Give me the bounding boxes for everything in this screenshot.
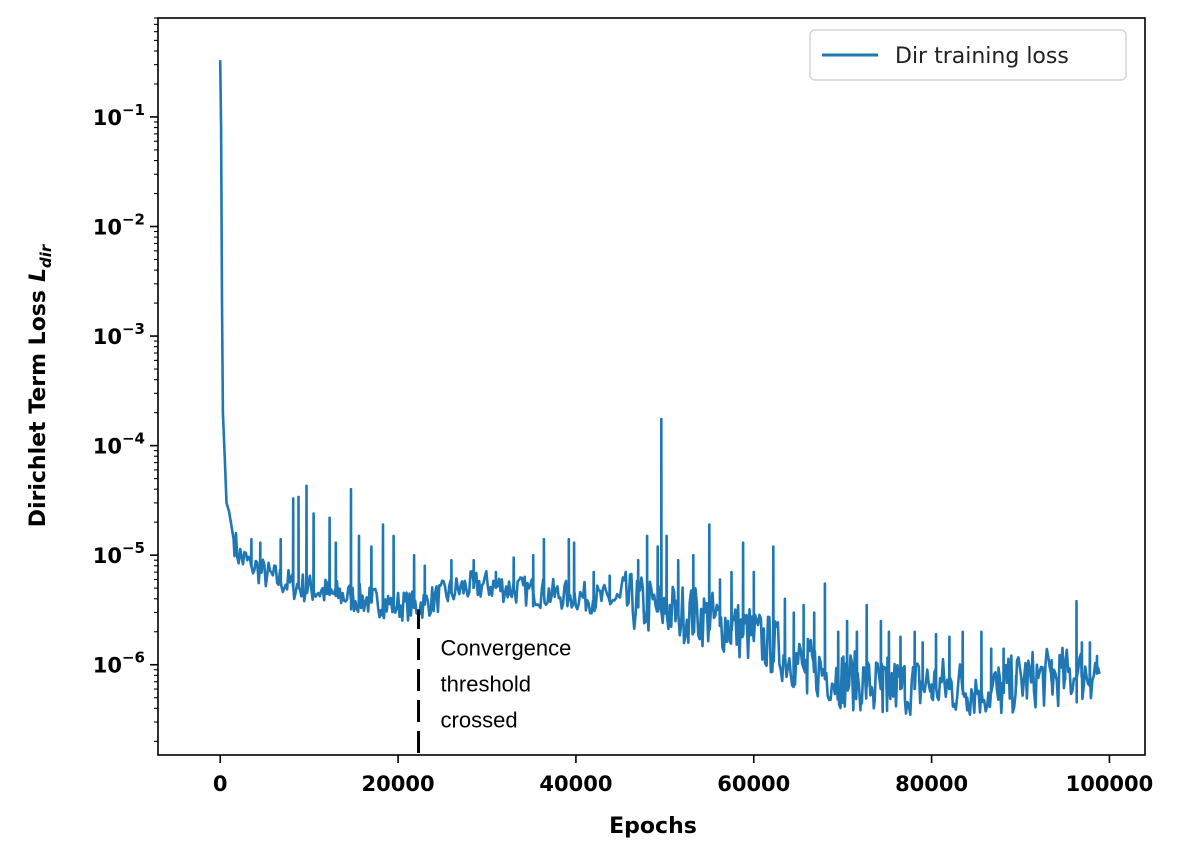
legend-box xyxy=(809,29,1127,81)
x-axis-label: Epochs xyxy=(609,814,697,839)
x-tick-label: 40000 xyxy=(539,772,612,796)
legend: Dir training loss xyxy=(809,29,1127,81)
y-tick-label: 10−5 xyxy=(93,539,145,568)
x-tick-label: 60000 xyxy=(717,772,790,796)
series-layer xyxy=(218,60,1101,716)
y-tick-label: 10−3 xyxy=(93,320,145,349)
y-axis-label-symbol: L xyxy=(26,268,51,282)
x-tick-label: 80000 xyxy=(895,772,968,796)
y-tick-label: 10−6 xyxy=(93,649,145,678)
annotation-line-3: crossed xyxy=(441,707,518,732)
legend-label: Dir training loss xyxy=(895,44,1069,69)
x-tick-label: 0 xyxy=(213,772,228,796)
x-axis-ticks: 0 20000 40000 60000 80000 100000 xyxy=(213,755,1153,796)
series-line-dir-training-loss xyxy=(218,60,1101,716)
plot-area-frame xyxy=(157,17,1146,756)
convergence-annotation: Convergence threshold crossed xyxy=(417,609,572,753)
annotation-line-1: Convergence xyxy=(441,635,572,660)
x-tick-label: 20000 xyxy=(362,772,435,796)
x-tick-label: 100000 xyxy=(1066,772,1154,796)
y-axis-label: Dirichlet Term Loss Ldir xyxy=(26,243,55,527)
y-tick-label: 10−4 xyxy=(93,430,145,459)
y-axis-label-text: Dirichlet Term Loss xyxy=(26,290,51,527)
y-axis-label-subscript: dir xyxy=(37,243,55,268)
y-axis-ticks: 10−6 10−5 10−4 10−3 10−2 10−1 xyxy=(93,17,158,742)
y-tick-label: 10−2 xyxy=(93,210,145,239)
annotation-line-2: threshold xyxy=(441,671,532,696)
y-tick-label: 10−1 xyxy=(93,101,145,130)
